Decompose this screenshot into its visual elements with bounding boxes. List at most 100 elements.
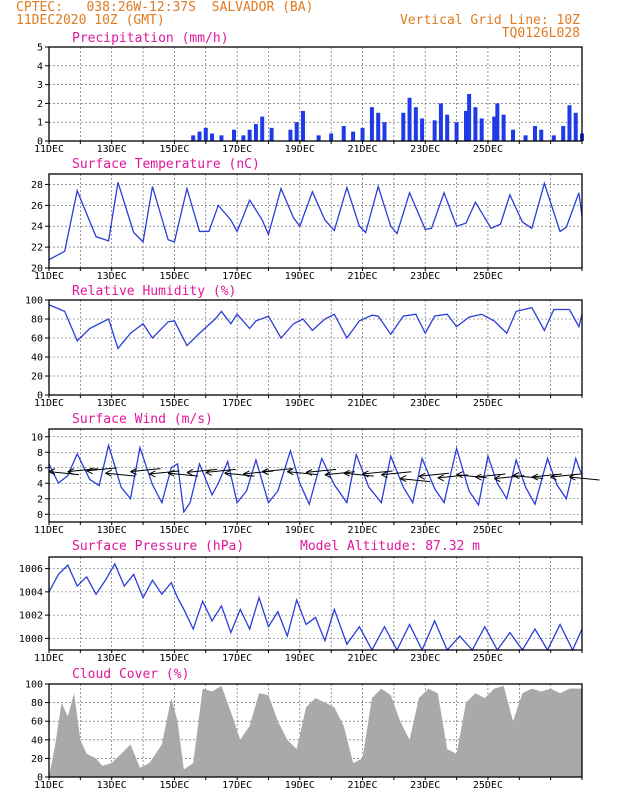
wind-vector-head	[130, 468, 137, 476]
wind-vector-head	[550, 473, 557, 481]
wind-xtick-label: 23DEC	[410, 525, 440, 536]
wind-vector-head	[105, 469, 112, 477]
wind-ytick-label: 8	[37, 448, 43, 459]
precip-xtick-label: 25DEC	[473, 144, 503, 155]
wind-vector-head	[324, 471, 332, 479]
precip-xtick-label: 11DEC	[34, 144, 64, 155]
wind-vector	[306, 468, 337, 473]
wind-ytick-label: 0	[37, 510, 43, 521]
precip-xtick-label: 21DEC	[347, 144, 377, 155]
precip-bar	[495, 103, 500, 141]
precip-bar	[511, 129, 516, 141]
wind-vector-head	[205, 468, 212, 476]
temp-series-line	[48, 181, 583, 261]
rh-xtick-label: 11DEC	[34, 398, 64, 409]
wind-vector	[105, 472, 136, 477]
precip-bar	[551, 135, 556, 141]
cloud-frame	[48, 683, 583, 778]
precip-bar	[463, 110, 468, 141]
wind-vector	[381, 471, 412, 476]
precip-xtick-label: 23DEC	[410, 144, 440, 155]
wind-vector-head	[243, 470, 250, 478]
pres-xtick-label: 21DEC	[347, 653, 377, 664]
rh-series-line	[48, 304, 583, 350]
temp-xtick-label: 19DEC	[285, 271, 315, 282]
rh-ytick-label: 0	[37, 391, 43, 402]
wind-xtick-label: 21DEC	[347, 525, 377, 536]
wind-vector-head	[475, 473, 482, 481]
cloud-xtick-label: 15DEC	[159, 780, 189, 791]
precip-bar	[351, 131, 356, 141]
temp-ytick-label: 24	[31, 222, 43, 233]
rh-ytick-label: 20	[31, 372, 43, 383]
wind-vector	[149, 470, 180, 475]
wind-vector	[531, 473, 562, 478]
wind-vector	[418, 472, 450, 477]
wind-vector	[512, 475, 544, 479]
precip-bar	[219, 135, 224, 141]
precip-bar	[401, 112, 406, 141]
precip-ytick-label: 0	[37, 137, 43, 148]
header-code: TQ0126L028	[501, 26, 580, 41]
wind-title: Surface Wind (m/s)	[72, 412, 213, 427]
precip-bar	[539, 129, 544, 141]
pres-xtick-label: 17DEC	[222, 653, 252, 664]
pres-xtick-label: 11DEC	[34, 653, 64, 664]
wind-vector-head	[224, 469, 231, 477]
precip-bar	[432, 120, 437, 141]
wind-vector	[343, 472, 374, 477]
precip-bar	[567, 105, 572, 141]
cloud-ytick-label: 100	[25, 680, 43, 691]
pres-title: Surface Pressure (hPa)	[72, 539, 244, 554]
precip-bar	[197, 131, 202, 141]
precip-bar	[467, 94, 472, 141]
wind-frame	[48, 428, 583, 523]
precip-ytick-label: 4	[37, 61, 43, 72]
precip-bar	[561, 125, 566, 141]
rh-xtick-label: 21DEC	[347, 398, 377, 409]
precip-ytick-label: 3	[37, 80, 43, 91]
precip-bar	[203, 127, 208, 141]
rh-xtick-label: 23DEC	[410, 398, 440, 409]
precip-frame	[48, 46, 583, 142]
wind-ytick-label: 10	[31, 432, 43, 443]
wind-ytick-label: 2	[37, 494, 43, 505]
temp-xtick-label: 15DEC	[159, 271, 189, 282]
wind-series-line	[48, 442, 583, 514]
wind-vector-head	[305, 468, 313, 476]
pres-xtick-label: 13DEC	[97, 653, 127, 664]
wind-ytick-label: 4	[37, 479, 43, 490]
header-grid-note: Vertical Grid Line: 10Z	[399, 13, 580, 28]
precip-bar	[247, 129, 252, 141]
wind-vector-head	[261, 468, 269, 476]
pres-xtick-label: 15DEC	[159, 653, 189, 664]
pres-annotation: Model Altitude: 87.32 m	[300, 539, 480, 554]
precip-xtick-label: 15DEC	[159, 144, 189, 155]
pres-ytick-label: 1002	[19, 611, 43, 622]
precip-title: Precipitation (mm/h)	[72, 31, 229, 46]
cloud-ytick-label: 20	[31, 754, 43, 765]
pres-ytick-label: 1000	[19, 634, 43, 645]
wind-vector	[550, 473, 581, 478]
cloud-title: Cloud Cover (%)	[72, 667, 189, 682]
precip-bar	[269, 127, 274, 141]
wind-vector-head	[86, 467, 93, 475]
temp-xtick-label: 21DEC	[347, 271, 377, 282]
header-station: CPTEC: 038:26W-12:37S SALVADOR (BA)	[16, 0, 314, 15]
precip-ytick-label: 2	[37, 99, 43, 110]
cloud-ytick-label: 40	[31, 735, 43, 746]
temp-xtick-label: 25DEC	[473, 271, 503, 282]
rh-xtick-label: 13DEC	[97, 398, 127, 409]
wind-xtick-label: 17DEC	[222, 525, 252, 536]
precip-bar	[407, 97, 412, 141]
wind-vector	[186, 468, 218, 473]
cloud-xtick-label: 21DEC	[347, 780, 377, 791]
pres-xtick-label: 19DEC	[285, 653, 315, 664]
rh-ytick-label: 80	[31, 315, 43, 326]
wind-ytick-label: 6	[37, 463, 43, 474]
precip-bar	[523, 135, 528, 141]
precip-bar	[445, 114, 450, 141]
precip-bar	[316, 135, 321, 141]
precip-bar	[479, 118, 484, 141]
temp-ytick-label: 22	[31, 243, 43, 254]
